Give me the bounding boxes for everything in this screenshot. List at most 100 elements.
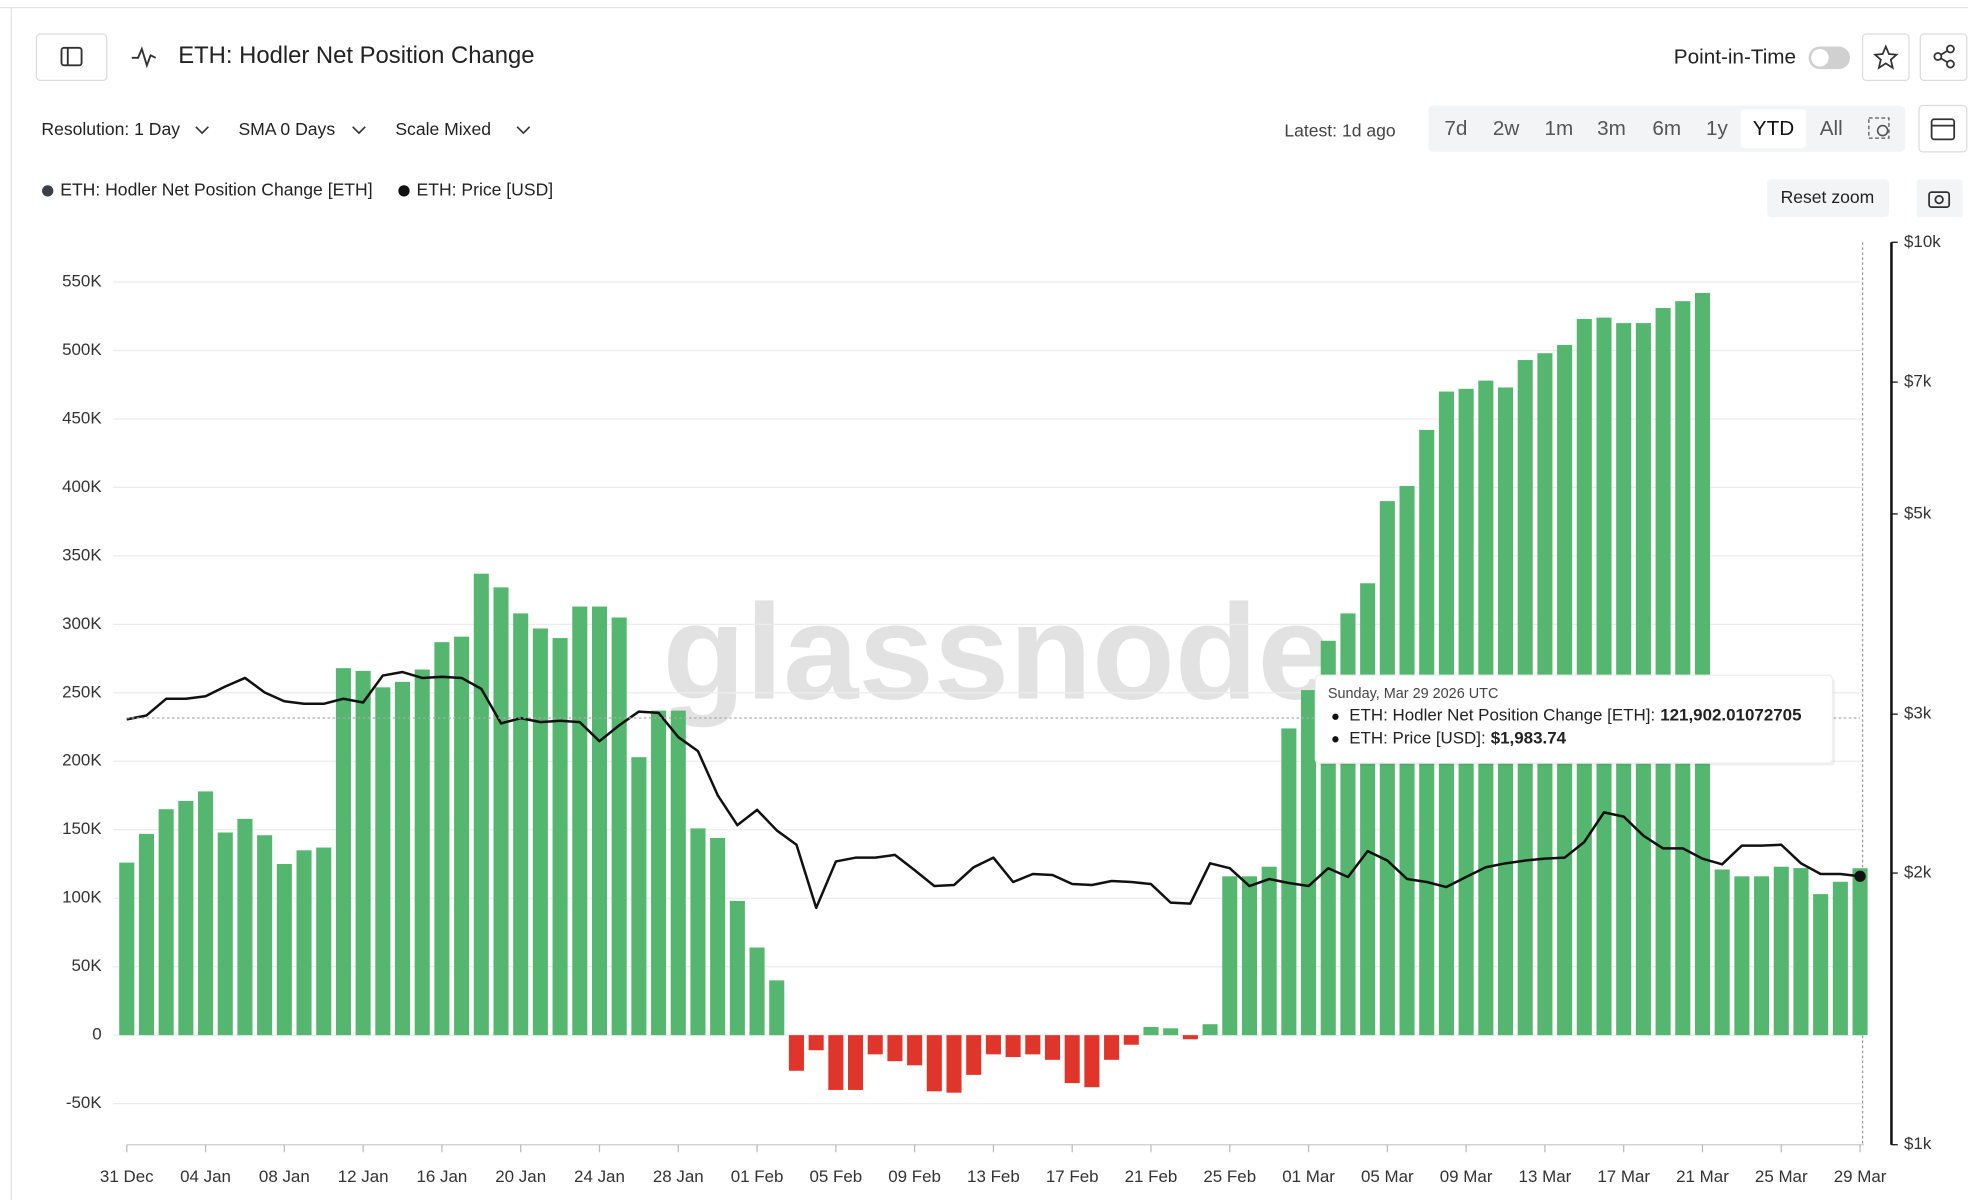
reset-zoom-button[interactable]: Reset zoom	[1767, 179, 1889, 218]
y2-tick-label: $10k	[1904, 232, 1941, 251]
bar	[493, 587, 509, 1036]
sma-dropdown[interactable]: SMA 0 Days	[238, 119, 366, 139]
bar	[1182, 1035, 1198, 1040]
range-button[interactable]: 7d	[1444, 117, 1467, 140]
star-icon	[1873, 44, 1899, 70]
y-tick-label: 350K	[62, 545, 102, 564]
bar	[1655, 308, 1671, 1036]
share-icon	[1946, 44, 1955, 54]
bar	[651, 710, 667, 1036]
share-button[interactable]	[1919, 33, 1968, 82]
calendar-button[interactable]	[1918, 104, 1968, 153]
legend-label: ETH: Price [USD]	[417, 179, 554, 199]
y-tick-label: 550K	[62, 271, 102, 290]
range-button[interactable]: 6m	[1652, 117, 1681, 140]
chevron	[195, 126, 209, 135]
bar	[591, 606, 608, 1036]
resolution-dropdown[interactable]: Resolution: 1 Day	[41, 119, 209, 139]
zoom-select-button[interactable]	[1868, 117, 1890, 139]
bar	[1064, 1035, 1080, 1084]
range-label: 6m	[1652, 117, 1681, 140]
y-tick-label: 50K	[72, 956, 103, 975]
y2-tick-label: $7k	[1904, 372, 1932, 391]
point-in-time-toggle[interactable]	[1808, 46, 1851, 70]
chevron	[352, 126, 366, 135]
tooltip-box	[1314, 674, 1834, 764]
legend-label: ETH: Hodler Net Position Change [ETH]	[60, 179, 372, 199]
y-tick-label: 200K	[62, 751, 102, 770]
bar	[1163, 1028, 1179, 1036]
bar	[729, 900, 745, 1036]
sidebar-button[interactable]	[35, 33, 108, 82]
watermark: glassnode	[663, 576, 1333, 728]
range-label: 7d	[1444, 117, 1467, 140]
range-button[interactable]: 1y	[1706, 117, 1729, 140]
bar	[276, 863, 292, 1036]
bar	[1379, 501, 1395, 1036]
camera-icon	[1934, 194, 1944, 205]
legend-item[interactable]: ETH: Hodler Net Position Change [ETH]	[42, 179, 373, 199]
zoom-icon	[1868, 117, 1890, 139]
x-tick-label: 09 Mar	[1440, 1167, 1493, 1186]
bar	[926, 1035, 942, 1092]
bar	[1222, 876, 1238, 1036]
bar	[1301, 690, 1317, 1036]
bar	[454, 636, 470, 1036]
range-button[interactable]: 1m	[1544, 117, 1573, 140]
bar	[1694, 292, 1711, 1036]
x-tick-label: 13 Feb	[967, 1167, 1020, 1186]
bar	[690, 828, 706, 1036]
y-tick-label: -50K	[66, 1093, 102, 1112]
bar	[217, 832, 233, 1036]
tooltip-label: ETH: Hodler Net Position Change [ETH]:	[1349, 706, 1655, 725]
bar	[631, 757, 647, 1036]
range-button[interactable]: 2w	[1493, 117, 1520, 140]
zoom-icon	[1876, 124, 1889, 137]
y-tick-label: 500K	[62, 340, 102, 359]
dropdown-label: Scale Mixed	[395, 119, 491, 139]
button-frame	[1918, 104, 1968, 153]
range-label: 1y	[1706, 117, 1729, 140]
bar	[572, 606, 588, 1036]
bar	[335, 668, 351, 1036]
range-button[interactable]: YTD	[1740, 109, 1807, 149]
button-frame	[1767, 179, 1889, 218]
x-tick-label: 05 Feb	[809, 1167, 862, 1186]
legend-item[interactable]: ETH: Price [USD]	[398, 179, 553, 199]
bar	[316, 847, 332, 1036]
x-tick-label: 05 Mar	[1361, 1167, 1414, 1186]
bar	[1202, 1024, 1218, 1036]
share-icon	[1933, 52, 1943, 61]
tooltip: Sunday, Mar 29 2026 UTC ETH: Hodler Net P…	[1314, 674, 1835, 766]
x-tick-label: 04 Jan	[180, 1167, 231, 1186]
range-button[interactable]: All	[1820, 117, 1843, 140]
bar	[1104, 1035, 1120, 1060]
bar	[532, 628, 548, 1036]
screenshot-button[interactable]	[1916, 179, 1963, 218]
x-tick-label: 31 Dec	[100, 1167, 154, 1186]
button-label: Reset zoom	[1781, 187, 1875, 207]
range-label: 2w	[1493, 117, 1520, 140]
bar	[1084, 1035, 1100, 1088]
x-tick-label: 25 Feb	[1203, 1167, 1256, 1186]
range-button[interactable]: 3m	[1597, 117, 1626, 140]
toggle-label: Point-in-Time	[1674, 45, 1796, 68]
bar	[552, 638, 568, 1036]
bar	[296, 850, 312, 1036]
tooltip-date: Sunday, Mar 29 2026 UTC	[1328, 686, 1498, 702]
bar	[710, 837, 726, 1036]
price-line	[126, 670, 1861, 910]
y2-tick-label: $3k	[1904, 704, 1932, 723]
x-tick-label: 21 Feb	[1125, 1167, 1178, 1186]
legend-dot	[42, 185, 54, 197]
tooltip-dot	[1332, 713, 1339, 720]
scale-dropdown[interactable]: Scale Mixed	[395, 119, 531, 139]
toggle-knob	[1811, 49, 1829, 67]
bar	[1754, 876, 1770, 1036]
range-label: All	[1820, 117, 1843, 140]
favorite-button[interactable]	[1861, 33, 1910, 82]
bar	[434, 642, 450, 1036]
calendar-icon	[1930, 118, 1956, 141]
dropdown-label: Resolution: 1 Day	[41, 119, 180, 139]
